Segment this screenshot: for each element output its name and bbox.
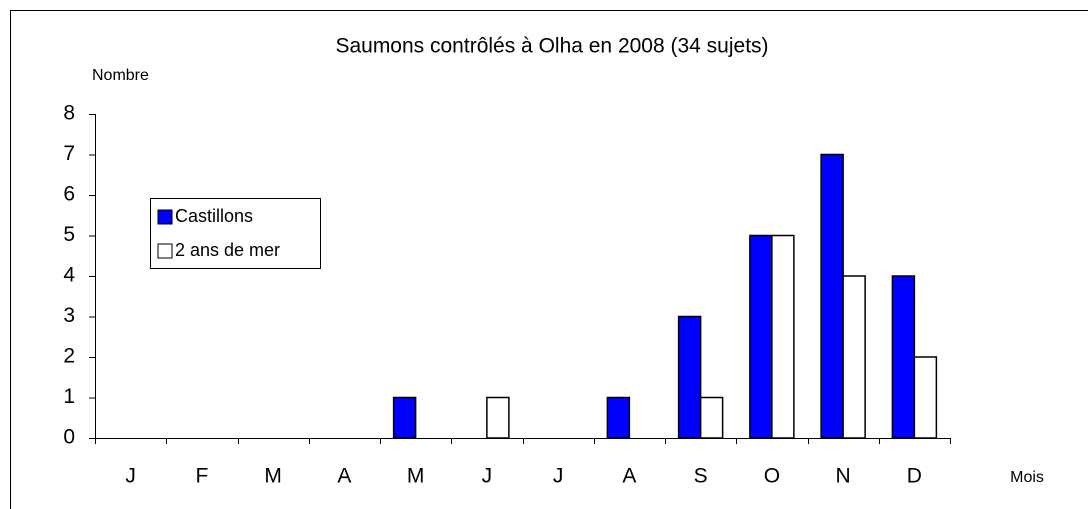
bar (842, 275, 866, 439)
bar (820, 153, 844, 439)
y-tick-label: 1 (63, 385, 75, 408)
y-tick-label: 2 (63, 345, 75, 368)
x-tick-label: A (337, 465, 351, 488)
y-tick-label: 4 (63, 264, 75, 287)
chart-title: Saumons contrôlés à Olha en 2008 (34 suj… (335, 35, 768, 58)
x-tick-label: D (907, 465, 922, 488)
legend-swatch (157, 243, 173, 259)
x-tick-label: S (694, 465, 708, 488)
legend-label: Castillons (175, 206, 253, 226)
legend-label: 2 ans de mer (175, 240, 280, 260)
x-tick-label: J (482, 465, 493, 488)
legend-swatch (157, 209, 173, 225)
bar (486, 396, 510, 439)
x-tick-label: F (195, 465, 208, 488)
legend (150, 198, 321, 269)
x-tick-label: N (836, 465, 851, 488)
x-tick-label: M (264, 465, 282, 488)
y-axis-label: Nombre (92, 67, 149, 84)
bar (771, 234, 795, 439)
x-tick-label: J (125, 465, 136, 488)
y-tick-label: 8 (63, 102, 75, 125)
y-tick-label: 7 (63, 142, 75, 165)
bar (891, 275, 916, 439)
x-tick-label: J (553, 465, 564, 488)
y-tick-label: 5 (63, 223, 75, 246)
bar (699, 396, 724, 439)
y-tick-label: 3 (63, 304, 75, 327)
y-tick-label: 0 (63, 426, 75, 449)
bar (749, 234, 773, 439)
x-tick-label: A (622, 465, 636, 488)
y-tick-label: 6 (63, 183, 75, 206)
bar (677, 315, 702, 439)
bar (392, 396, 417, 439)
x-tick-label: M (407, 465, 425, 488)
x-axis-label: Mois (1010, 469, 1044, 486)
bar (913, 356, 938, 439)
bar (606, 396, 631, 439)
x-tick-label: O (764, 465, 780, 488)
